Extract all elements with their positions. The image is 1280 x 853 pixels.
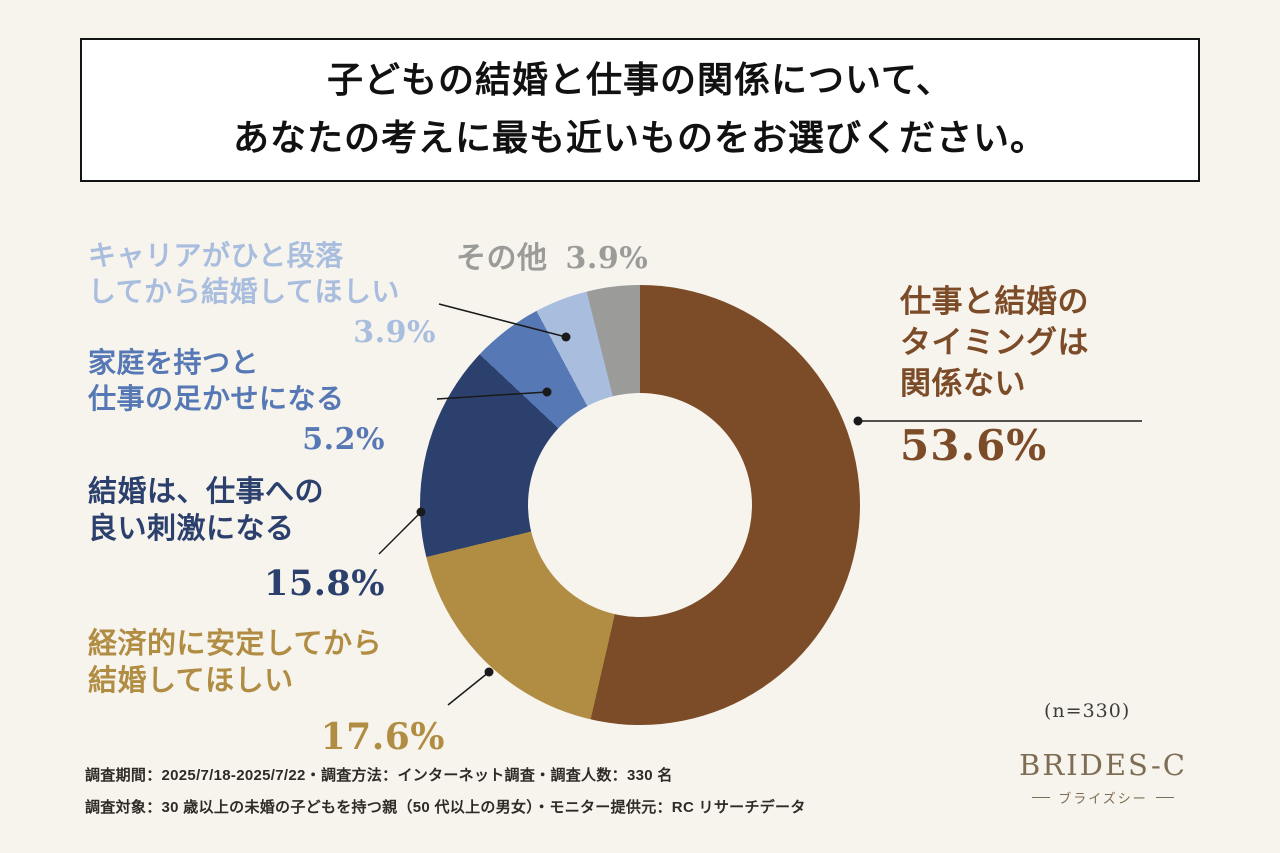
leader-line-financial bbox=[447, 671, 490, 706]
label-financial-stability: 経済的に安定してから 結婚してほしい 17.6% bbox=[88, 625, 445, 760]
label-financial-stability-pct: 17.6% bbox=[320, 716, 445, 759]
leader-dot-financial bbox=[484, 667, 494, 677]
survey-notes: 調査期間：2025/7/18-2025/7/22・調査方法：インターネット調査・… bbox=[85, 760, 806, 825]
label-timing-unrelated-pct: 53.6% bbox=[900, 420, 1048, 470]
label-timing-unrelated-line2: タイミングは bbox=[900, 324, 1089, 361]
label-financial-stability-line2: 結婚してほしい bbox=[88, 663, 294, 698]
sample-size-note: (n=330) bbox=[1044, 700, 1131, 722]
label-career-first-pct: 3.9% bbox=[353, 314, 436, 350]
label-good-stimulus: 結婚は、仕事への 良い刺激になる 15.8% bbox=[88, 473, 385, 607]
title-line-2: あなたの考えに最も近いものをお選びください。 bbox=[232, 117, 1047, 159]
label-work-burden-line1: 家庭を持つと bbox=[88, 346, 260, 379]
label-work-burden: 家庭を持つと 仕事の足かせになる 5.2% bbox=[88, 345, 385, 459]
label-other-pct: 3.9% bbox=[565, 241, 649, 276]
label-timing-unrelated-line1: 仕事と結婚の bbox=[900, 284, 1089, 320]
brand-logo: BRIDES-C ブライズシー bbox=[1008, 748, 1198, 807]
leader-dot-timing bbox=[853, 416, 863, 426]
label-good-stimulus-line1: 結婚は、仕事への bbox=[88, 474, 325, 508]
label-good-stimulus-pct: 15.8% bbox=[263, 563, 385, 605]
label-financial-stability-line1: 経済的に安定してから bbox=[88, 626, 383, 660]
survey-note-line1: 調査期間：2025/7/18-2025/7/22・調査方法：インターネット調査・… bbox=[85, 767, 673, 784]
label-good-stimulus-line2: 良い刺激になる bbox=[88, 511, 295, 546]
brand-logo-subtitle: ブライズシー bbox=[1058, 792, 1148, 807]
donut-hole bbox=[528, 393, 752, 617]
leader-line-stimulus bbox=[378, 511, 422, 555]
brand-logo-name: BRIDES-C bbox=[1019, 748, 1187, 782]
label-career-first: キャリアがひと段落 してから結婚してほしい 3.9% bbox=[88, 238, 436, 352]
logo-rule-right bbox=[1155, 797, 1174, 798]
logo-rule-left bbox=[1032, 797, 1051, 798]
label-work-burden-pct: 5.2% bbox=[302, 421, 385, 457]
label-career-first-line1: キャリアがひと段落 bbox=[88, 239, 344, 272]
label-other-text: その他 bbox=[456, 241, 548, 276]
label-work-burden-line2: 仕事の足かせになる bbox=[88, 381, 345, 415]
label-career-first-line2: してから結婚してほしい bbox=[88, 274, 400, 308]
title-line-1: 子どもの結婚と仕事の関係について、 bbox=[326, 59, 954, 102]
survey-note-line2: 調査対象：30 歳以上の未婚の子どもを持つ親（50 代以上の男女）・モニター提供… bbox=[85, 799, 806, 817]
brand-logo-subtitle-row: ブライズシー bbox=[1008, 788, 1198, 807]
label-timing-unrelated: 仕事と結婚の タイミングは 関係ない 53.6% bbox=[900, 282, 1170, 472]
label-other: その他 3.9% bbox=[456, 240, 648, 278]
label-timing-unrelated-line3: 関係ない bbox=[900, 365, 1026, 402]
title-box: 子どもの結婚と仕事の関係について、 あなたの考えに最も近いものをお選びください。 bbox=[80, 38, 1200, 182]
